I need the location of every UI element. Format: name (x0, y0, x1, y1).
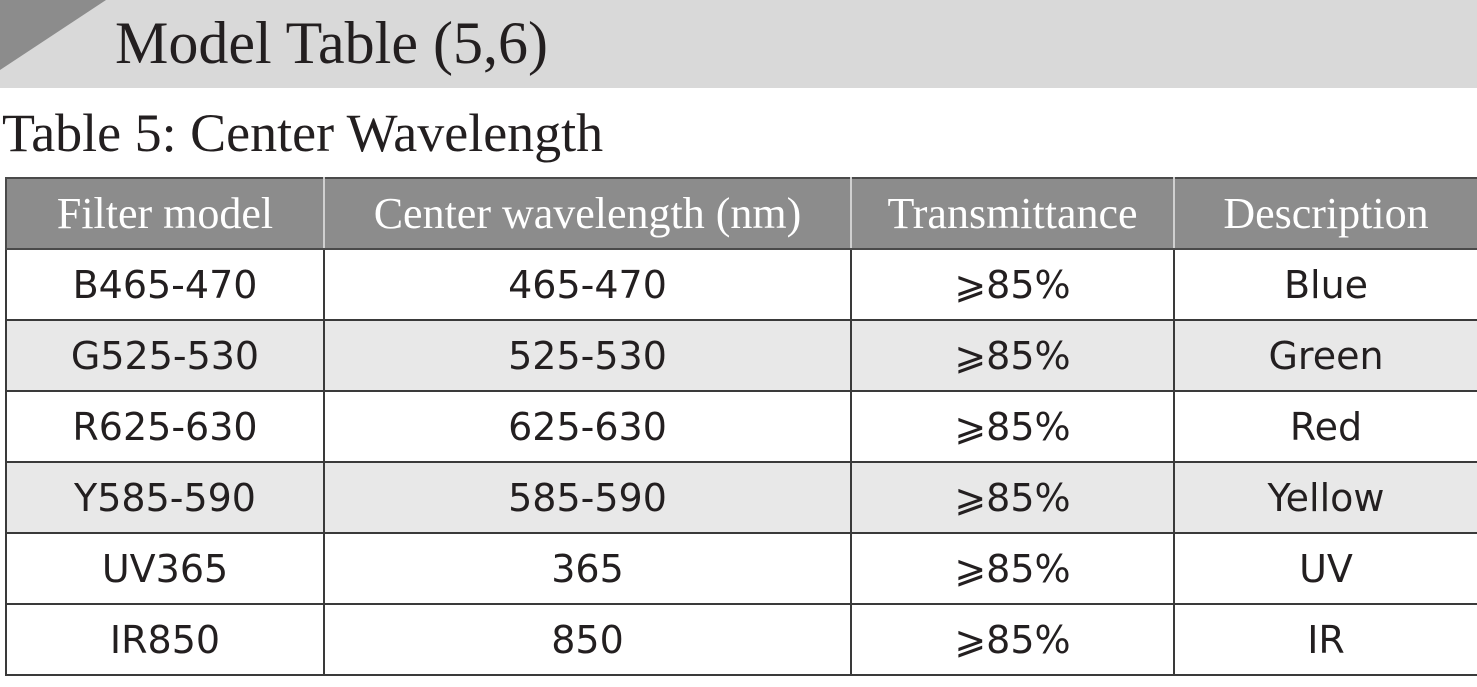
cell-filter-model: Y585-590 (5, 461, 325, 534)
cell-description: Green (1173, 319, 1477, 392)
cell-transmittance: ⩾85% (850, 603, 1175, 676)
cell-filter-model: G525-530 (5, 319, 325, 392)
cell-center-wavelength: 525-530 (323, 319, 852, 392)
cell-center-wavelength: 465-470 (323, 248, 852, 321)
cell-center-wavelength: 625-630 (323, 390, 852, 463)
cell-filter-model: B465-470 (5, 248, 325, 321)
cell-filter-model: R625-630 (5, 390, 325, 463)
cell-transmittance: ⩾85% (850, 248, 1175, 321)
cell-description: Yellow (1173, 461, 1477, 534)
cell-description: IR (1173, 603, 1477, 676)
center-wavelength-table: Filter model Center wavelength (nm) Tran… (5, 177, 1477, 676)
table-row: Y585-590 585-590 ⩾85% Yellow (5, 461, 1477, 534)
table-row: UV365 365 ⩾85% UV (5, 532, 1477, 605)
cell-transmittance: ⩾85% (850, 461, 1175, 534)
cell-description: UV (1173, 532, 1477, 605)
column-header-center-wavelength: Center wavelength (nm) (323, 177, 852, 250)
column-header-filter-model: Filter model (5, 177, 325, 250)
cell-filter-model: IR850 (5, 603, 325, 676)
page-title: Model Table (5,6) (115, 10, 548, 76)
cell-transmittance: ⩾85% (850, 390, 1175, 463)
cell-transmittance: ⩾85% (850, 319, 1175, 392)
banner-wedge-decoration (0, 0, 106, 70)
cell-description: Red (1173, 390, 1477, 463)
table-header-row: Filter model Center wavelength (nm) Tran… (5, 177, 1477, 250)
table-title: Table 5: Center Wavelength (2, 103, 604, 163)
table-row: IR850 850 ⩾85% IR (5, 603, 1477, 676)
cell-center-wavelength: 850 (323, 603, 852, 676)
cell-center-wavelength: 365 (323, 532, 852, 605)
cell-filter-model: UV365 (5, 532, 325, 605)
cell-transmittance: ⩾85% (850, 532, 1175, 605)
cell-description: Blue (1173, 248, 1477, 321)
table-row: G525-530 525-530 ⩾85% Green (5, 319, 1477, 392)
title-banner: Model Table (5,6) (0, 0, 1477, 88)
column-header-transmittance: Transmittance (850, 177, 1175, 250)
column-header-description: Description (1173, 177, 1477, 250)
cell-center-wavelength: 585-590 (323, 461, 852, 534)
table-row: B465-470 465-470 ⩾85% Blue (5, 248, 1477, 321)
table-row: R625-630 625-630 ⩾85% Red (5, 390, 1477, 463)
